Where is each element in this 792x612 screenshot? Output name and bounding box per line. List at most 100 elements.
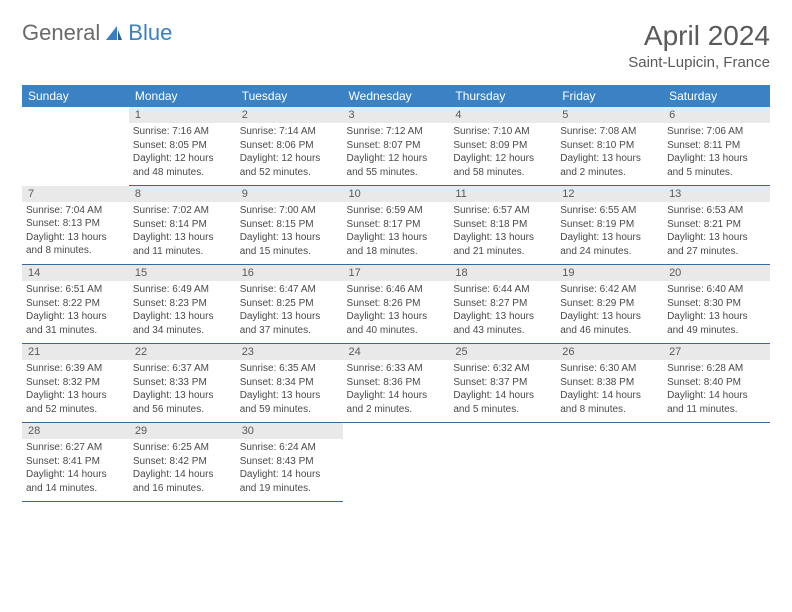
sunset-line: Sunset: 8:29 PM (560, 297, 659, 311)
daylight-line: Daylight: 13 hours and 5 minutes. (667, 152, 766, 179)
day-number: 8 (129, 186, 236, 202)
calendar-cell: 12Sunrise: 6:55 AMSunset: 8:19 PMDayligh… (556, 186, 663, 265)
sunrise-line: Sunrise: 6:49 AM (133, 283, 232, 297)
day-details: Sunrise: 6:30 AMSunset: 8:38 PMDaylight:… (556, 360, 663, 422)
daylight-line: Daylight: 13 hours and 8 minutes. (26, 231, 125, 258)
sunset-line: Sunset: 8:27 PM (453, 297, 552, 311)
calendar-cell: 4Sunrise: 7:10 AMSunset: 8:09 PMDaylight… (449, 107, 556, 186)
day-number: 13 (663, 186, 770, 202)
daylight-line: Daylight: 12 hours and 52 minutes. (240, 152, 339, 179)
day-number: 20 (663, 265, 770, 281)
sunrise-line: Sunrise: 6:30 AM (560, 362, 659, 376)
calendar-cell: 30Sunrise: 6:24 AMSunset: 8:43 PMDayligh… (236, 423, 343, 502)
location: Saint-Lupicin, France (628, 54, 770, 71)
calendar-cell-empty (663, 423, 770, 502)
sunset-line: Sunset: 8:41 PM (26, 455, 125, 469)
daylight-line: Daylight: 13 hours and 11 minutes. (133, 231, 232, 258)
sunrise-line: Sunrise: 6:24 AM (240, 441, 339, 455)
calendar-cell: 9Sunrise: 7:00 AMSunset: 8:15 PMDaylight… (236, 186, 343, 265)
daylight-line: Daylight: 13 hours and 24 minutes. (560, 231, 659, 258)
calendar-cell-empty (556, 423, 663, 502)
sunrise-line: Sunrise: 6:33 AM (347, 362, 446, 376)
sunrise-line: Sunrise: 6:55 AM (560, 204, 659, 218)
day-details: Sunrise: 6:33 AMSunset: 8:36 PMDaylight:… (343, 360, 450, 422)
sunset-line: Sunset: 8:30 PM (667, 297, 766, 311)
day-number: 28 (22, 423, 129, 439)
logo-text-blue: Blue (128, 20, 172, 46)
calendar-row: 14Sunrise: 6:51 AMSunset: 8:22 PMDayligh… (22, 265, 770, 344)
day-header: Tuesday (236, 85, 343, 107)
sunrise-line: Sunrise: 6:59 AM (347, 204, 446, 218)
day-number: 27 (663, 344, 770, 360)
sunrise-line: Sunrise: 7:04 AM (26, 204, 125, 218)
calendar-cell: 13 Sunrise: 6:53 AMSunset: 8:21 PMDayligh… (663, 186, 770, 265)
day-number: 25 (449, 344, 556, 360)
calendar-row: 7Sunrise: 7:04 AMSunset: 8:13 PMDaylight… (22, 186, 770, 265)
calendar-cell: 27Sunrise: 6:28 AMSunset: 8:40 PMDayligh… (663, 344, 770, 423)
calendar-cell: 29Sunrise: 6:25 AMSunset: 8:42 PMDayligh… (129, 423, 236, 502)
calendar-cell: 1Sunrise: 7:16 AMSunset: 8:05 PMDaylight… (129, 107, 236, 186)
sunset-line: Sunset: 8:07 PM (347, 139, 446, 153)
day-header: Friday (556, 85, 663, 107)
day-header: Monday (129, 85, 236, 107)
day-details: Sunrise: 6:46 AMSunset: 8:26 PMDaylight:… (343, 281, 450, 343)
day-number: 24 (343, 344, 450, 360)
day-number: 5 (556, 107, 663, 123)
calendar-cell: 15Sunrise: 6:49 AMSunset: 8:23 PMDayligh… (129, 265, 236, 344)
day-header: Saturday (663, 85, 770, 107)
sunrise-line: Sunrise: 7:06 AM (667, 125, 766, 139)
sunset-line: Sunset: 8:37 PM (453, 376, 552, 390)
logo-text-general: General (22, 20, 100, 46)
calendar-cell: 6Sunrise: 7:06 AMSunset: 8:11 PMDaylight… (663, 107, 770, 186)
sunset-line: Sunset: 8:13 PM (26, 217, 125, 231)
calendar-table: SundayMondayTuesdayWednesdayThursdayFrid… (22, 85, 770, 502)
day-details: Sunrise: 6:51 AMSunset: 8:22 PMDaylight:… (22, 281, 129, 343)
day-details: Sunrise: 6:57 AMSunset: 8:18 PMDaylight:… (449, 202, 556, 264)
day-details: Sunrise: 7:02 AMSunset: 8:14 PMDaylight:… (129, 202, 236, 264)
day-number: 16 (236, 265, 343, 281)
calendar-cell: 17Sunrise: 6:46 AMSunset: 8:26 PMDayligh… (343, 265, 450, 344)
sunset-line: Sunset: 8:10 PM (560, 139, 659, 153)
calendar-row: 28Sunrise: 6:27 AMSunset: 8:41 PMDayligh… (22, 423, 770, 502)
day-number: 26 (556, 344, 663, 360)
calendar-cell-empty (343, 423, 450, 502)
logo-sail-icon (104, 24, 124, 42)
sunrise-line: Sunrise: 6:46 AM (347, 283, 446, 297)
day-number: 10 (343, 186, 450, 202)
day-header: Wednesday (343, 85, 450, 107)
sunset-line: Sunset: 8:25 PM (240, 297, 339, 311)
title-block: April 2024 Saint-Lupicin, France (628, 20, 770, 71)
day-number: 7 (22, 186, 129, 202)
sunset-line: Sunset: 8:40 PM (667, 376, 766, 390)
sunrise-line: Sunrise: 7:00 AM (240, 204, 339, 218)
daylight-line: Daylight: 12 hours and 48 minutes. (133, 152, 232, 179)
day-details: Sunrise: 6:27 AMSunset: 8:41 PMDaylight:… (22, 439, 129, 501)
sunrise-line: Sunrise: 7:08 AM (560, 125, 659, 139)
day-number: 22 (129, 344, 236, 360)
day-number: 2 (236, 107, 343, 123)
day-details: Sunrise: 7:12 AMSunset: 8:07 PMDaylight:… (343, 123, 450, 185)
sunrise-line: Sunrise: 6:35 AM (240, 362, 339, 376)
sunrise-line: Sunrise: 6:53 AM (667, 204, 766, 218)
daylight-line: Daylight: 13 hours and 31 minutes. (26, 310, 125, 337)
sunrise-line: Sunrise: 7:02 AM (133, 204, 232, 218)
calendar-cell: 19Sunrise: 6:42 AMSunset: 8:29 PMDayligh… (556, 265, 663, 344)
sunset-line: Sunset: 8:42 PM (133, 455, 232, 469)
logo: General Blue (22, 20, 172, 46)
day-number: 11 (449, 186, 556, 202)
day-number: 12 (556, 186, 663, 202)
daylight-line: Daylight: 13 hours and 27 minutes. (667, 231, 766, 258)
calendar-cell: 20Sunrise: 6:40 AMSunset: 8:30 PMDayligh… (663, 265, 770, 344)
sunset-line: Sunset: 8:21 PM (667, 218, 766, 232)
day-number: 1 (129, 107, 236, 123)
day-details: Sunrise: 6:55 AMSunset: 8:19 PMDaylight:… (556, 202, 663, 264)
day-number: 4 (449, 107, 556, 123)
sunset-line: Sunset: 8:43 PM (240, 455, 339, 469)
daylight-line: Daylight: 13 hours and 15 minutes. (240, 231, 339, 258)
day-details: Sunrise: 6:28 AMSunset: 8:40 PMDaylight:… (663, 360, 770, 422)
sunrise-line: Sunrise: 6:32 AM (453, 362, 552, 376)
day-details: Sunrise: 6:39 AMSunset: 8:32 PMDaylight:… (22, 360, 129, 422)
sunrise-line: Sunrise: 6:39 AM (26, 362, 125, 376)
sunset-line: Sunset: 8:38 PM (560, 376, 659, 390)
daylight-line: Daylight: 13 hours and 49 minutes. (667, 310, 766, 337)
